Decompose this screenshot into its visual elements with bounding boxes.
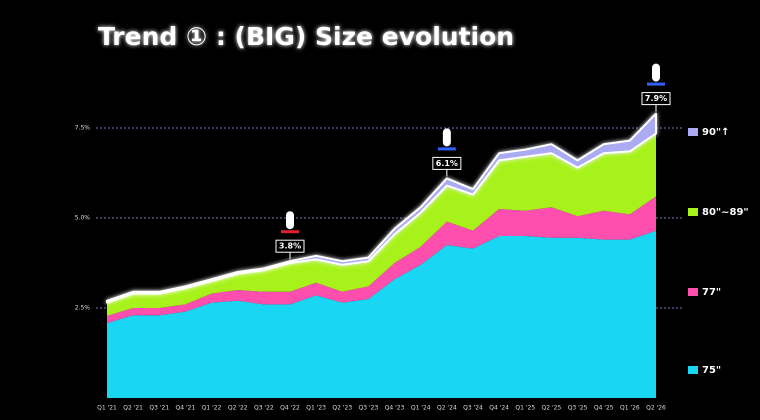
icon-body <box>286 211 294 230</box>
icon-base <box>281 230 299 234</box>
legend-label: 90"↑ <box>702 127 730 138</box>
annotation-icon <box>437 128 456 151</box>
x-tick-label: Q1 '25 <box>515 405 535 412</box>
x-tick-label: Q4 '24 <box>489 405 509 412</box>
annotation: 3.8% <box>275 211 305 260</box>
legend-swatch <box>688 208 698 216</box>
x-tick-label: Q1 '26 <box>620 405 640 412</box>
x-tick-label: Q2 '24 <box>437 405 457 412</box>
annotation-label: 6.1% <box>436 159 458 168</box>
x-tick-label: Q1 '24 <box>411 405 431 412</box>
x-tick-label: Q3 '22 <box>254 405 274 412</box>
x-tick-label: Q3 '21 <box>149 405 169 412</box>
annotation: 6.1% <box>432 128 462 177</box>
x-tick-label: Q3 '23 <box>359 405 379 412</box>
annotation: 7.9% <box>641 63 671 112</box>
annotation-box <box>432 156 462 170</box>
legend-swatch <box>688 128 698 136</box>
area <box>106 112 657 304</box>
x-tick-label: Q4 '23 <box>385 405 405 412</box>
x-tick-label: Q4 '21 <box>176 405 196 412</box>
annotation-label: 7.9% <box>645 94 667 103</box>
annotation-box <box>641 92 671 106</box>
legend-label: 80"~89" <box>702 207 749 218</box>
annotation-icon <box>281 211 299 234</box>
chart-title: Trend ① : (BIG) Size evolution <box>98 22 514 51</box>
legend-swatch <box>688 288 698 296</box>
icon-base <box>647 82 665 86</box>
legend-swatch <box>688 366 698 374</box>
x-tick-label: Q2 '25 <box>542 405 562 412</box>
x-tick-label: Q3 '25 <box>568 405 588 412</box>
x-tick-label: Q1 '22 <box>202 405 222 412</box>
x-tick-label: Q2 '22 <box>228 405 248 412</box>
y-tick-label: 7.5% <box>75 125 91 132</box>
x-tick-label: Q2 '26 <box>646 405 666 412</box>
legend-label: 77" <box>702 287 721 298</box>
icon-body <box>442 128 451 147</box>
x-tick-label: Q2 '23 <box>332 405 352 412</box>
y-tick-label: 5.0% <box>75 215 91 222</box>
x-tick-label: Q1 '21 <box>97 405 117 412</box>
x-tick-label: Q1 '23 <box>306 405 326 412</box>
annotation-icon <box>647 63 665 86</box>
area <box>107 230 656 398</box>
x-tick-label: Q2 '21 <box>123 405 143 412</box>
annotation-box <box>275 239 305 253</box>
y-tick-label: 2.5% <box>75 305 91 312</box>
icon-base <box>437 147 456 151</box>
x-tick-label: Q3 '24 <box>463 405 483 412</box>
area <box>107 196 656 324</box>
area <box>107 133 656 316</box>
legend-label: 75" <box>702 365 721 376</box>
annotation-label: 3.8% <box>279 242 301 251</box>
x-tick-label: Q4 '25 <box>594 405 614 412</box>
icon-body <box>652 63 660 82</box>
x-tick-label: Q4 '22 <box>280 405 300 412</box>
